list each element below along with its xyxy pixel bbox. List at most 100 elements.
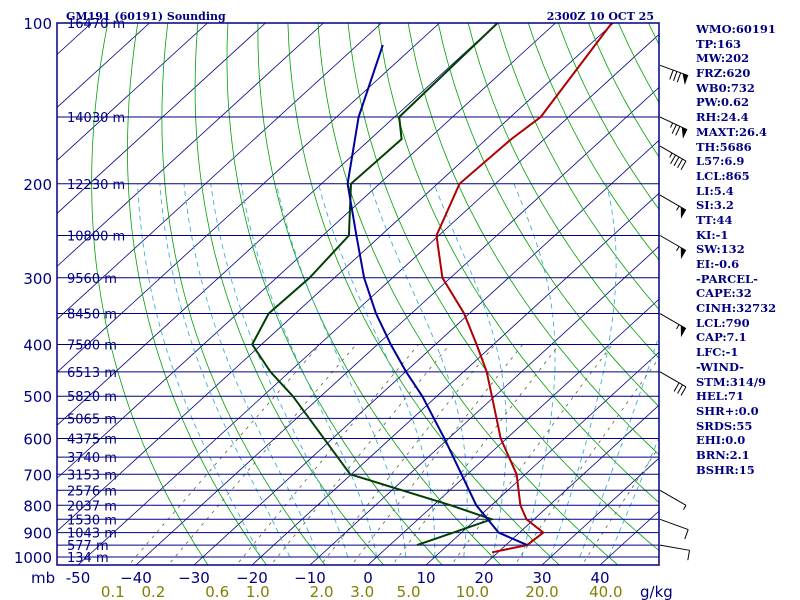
height-level-label: 6513 m	[67, 366, 117, 381]
wind-barb-half-flag	[676, 324, 680, 330]
sounding-index-item: STM:314/9	[696, 374, 767, 389]
sounding-index-item: MAXT:26.4	[696, 124, 767, 139]
mixing-ratio-line	[450, 344, 613, 565]
dry-adiabat-line	[127, 23, 267, 565]
wind-barb-pennant	[680, 247, 686, 260]
wind-barb-pennant	[680, 325, 686, 338]
wind-barbs	[659, 64, 691, 561]
sounding-index-item: PW:0.62	[696, 95, 750, 110]
mixing-ratio-tick-label: 0.6	[205, 583, 229, 600]
mixing-ratio-tick-label: 10.0	[456, 583, 489, 600]
station-title: GM191 (60191) Sounding	[66, 10, 226, 23]
wind-barb-flag	[670, 154, 677, 164]
sounding-index-item: EI:-0.6	[696, 257, 740, 271]
wind-barb-half-flag	[676, 246, 680, 252]
temperature-tick-label: −40	[120, 569, 152, 587]
mixing-ratio-tick-label: 20.0	[525, 583, 558, 600]
mixing-ratio-tick-label: 5.0	[397, 583, 421, 600]
sounding-index-item: SRDS:55	[696, 418, 753, 433]
wind-barb-flag	[680, 160, 687, 170]
wind-barb-flag	[684, 529, 689, 540]
dewpoint-trace	[251, 23, 499, 547]
wind-barb	[659, 544, 691, 561]
dry-adiabat-line	[317, 23, 619, 565]
sounding-index-item: MW:202	[696, 51, 750, 66]
wind-barb-flag	[671, 124, 677, 134]
dry-adiabat-line	[437, 23, 659, 408]
sounding-index-item: CAP:7.1	[696, 330, 747, 345]
sounding-index-item: BRN:2.1	[696, 447, 750, 462]
pressure-tick-label: 500	[23, 388, 52, 406]
wind-barb	[659, 235, 687, 260]
wind-barb-shaft	[659, 489, 687, 506]
mixing-ratio-tick-label: 40.0	[589, 583, 622, 600]
wind-barb-flag	[673, 71, 678, 82]
dry-adiabat-line	[467, 23, 659, 359]
sounding-index-item: SI:3.2	[696, 198, 734, 213]
x-unit-label: mb	[31, 569, 55, 587]
wind-barb	[659, 371, 687, 396]
height-level-label: 5065 m	[67, 412, 117, 427]
pressure-tick-label: 700	[23, 466, 52, 484]
sounding-index-item: -PARCEL-	[696, 271, 758, 286]
moist-adiabat-line	[369, 183, 468, 558]
dry-adiabat-line	[194, 23, 385, 565]
mixing-ratio-tick-label: 3.0	[350, 583, 374, 600]
moist-adiabat-line	[210, 183, 349, 558]
sounding-index-item: LCL:865	[696, 168, 750, 183]
moist-adiabat-line	[183, 183, 320, 558]
dry-adiabat-line	[161, 23, 326, 565]
parcel-trace	[346, 44, 528, 547]
temperature-tick-label: 20	[474, 569, 493, 587]
mixing-ratio-line	[514, 357, 659, 565]
dry-adiabat-line	[497, 23, 659, 311]
background-lines	[57, 23, 659, 565]
temperature-trace	[435, 23, 613, 554]
dry-adiabat-line	[257, 23, 502, 565]
isotherm-line	[57, 23, 324, 267]
sounding-index-item: LFC:-1	[696, 345, 739, 360]
wind-barb-flag	[676, 72, 682, 83]
wind-barb	[659, 518, 689, 540]
mixing-ratio-line	[128, 344, 321, 565]
wind-barb-flag	[677, 384, 683, 394]
moist-adiabat-line	[159, 183, 291, 558]
wind-barb-shaft	[659, 235, 687, 251]
moist-adiabat-line	[275, 183, 407, 558]
wind-barb	[659, 194, 687, 219]
wind-barb-half-flag	[676, 205, 680, 211]
isotherm-line	[77, 33, 659, 565]
wind-barb-shaft	[659, 518, 689, 531]
sounding-index-item: TP:163	[696, 36, 742, 51]
height-level-label: 3153 m	[67, 468, 117, 483]
plot-frame	[56, 22, 660, 566]
dry-adiabat-line	[377, 23, 659, 504]
wind-barb	[659, 64, 689, 85]
height-level-label: 577 m	[67, 539, 109, 554]
sounding-index-item: -WIND-	[696, 359, 744, 374]
isotherm-line	[57, 23, 498, 426]
wind-barb-shaft	[659, 194, 687, 211]
sounding-index-item: WB0:732	[696, 80, 755, 95]
moist-adiabat-line	[550, 183, 617, 558]
sounding-index-item: L57:6.9	[696, 154, 745, 169]
isotherm-line	[57, 23, 382, 320]
height-level-label: 7500 m	[67, 339, 117, 354]
wind-barb-flag	[675, 126, 681, 136]
wind-barb-shaft	[659, 145, 687, 162]
sounding-index-item: KI:-1	[696, 227, 729, 242]
observation-time: 2300Z 10 OCT 25	[547, 10, 654, 23]
sounding-index-item: TT:44	[696, 212, 733, 227]
temperature-tick-label: -50	[66, 569, 91, 587]
mixing-ratio-line	[320, 344, 496, 565]
sounding-traces	[251, 23, 613, 554]
wind-barb-half-flag	[683, 505, 687, 510]
wind-barb-shaft	[659, 544, 690, 551]
sounding-index-item: WMO:60191	[696, 22, 776, 36]
moist-adiabat-line	[579, 334, 659, 558]
mixing-ratio-line	[167, 344, 357, 565]
sounding-index-item: SHR+:0.0	[696, 403, 759, 418]
height-level-label: 1043 m	[67, 527, 117, 542]
wind-barb-flag	[680, 386, 687, 396]
